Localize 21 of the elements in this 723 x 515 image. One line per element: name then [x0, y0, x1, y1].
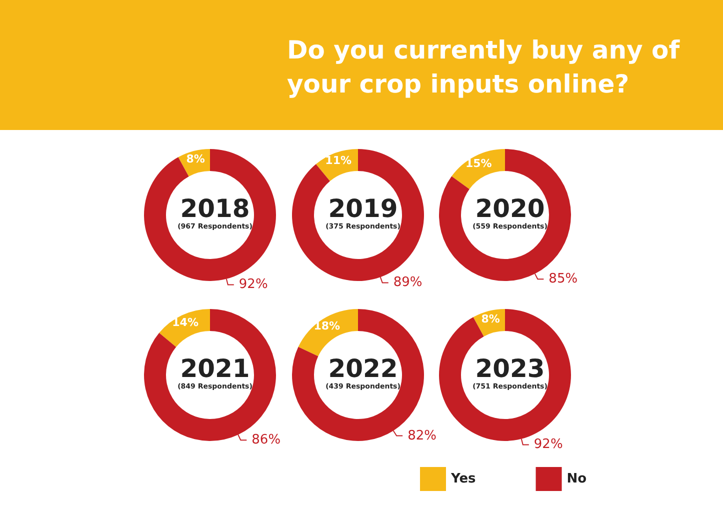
data-label: 92%: [534, 437, 563, 452]
slice-label: 2018: [180, 194, 250, 223]
chart-title: Do you currently buy any of your crop inputs online?: [287, 36, 688, 98]
data-label: 92%: [238, 277, 268, 292]
data-label: 15%: [465, 156, 492, 170]
data-label: 18%: [314, 320, 340, 333]
slice-label: 2023: [475, 354, 545, 383]
legend-label: Yes: [450, 472, 476, 486]
data-label: 89%: [393, 275, 422, 290]
slice-label: 2022: [328, 354, 398, 383]
data-label: 86%: [252, 432, 281, 448]
data-label: 8%: [186, 152, 205, 166]
data-label: 11%: [325, 154, 352, 167]
slice-label: 2021: [180, 354, 250, 383]
data-label: 8%: [481, 312, 500, 326]
data-label: 14%: [172, 316, 198, 330]
data-label: 82%: [408, 428, 436, 444]
slice-label: 2019: [328, 194, 398, 223]
legend-label: No: [566, 472, 587, 486]
slice-label: 2020: [475, 194, 545, 223]
data-label: 85%: [548, 272, 578, 287]
